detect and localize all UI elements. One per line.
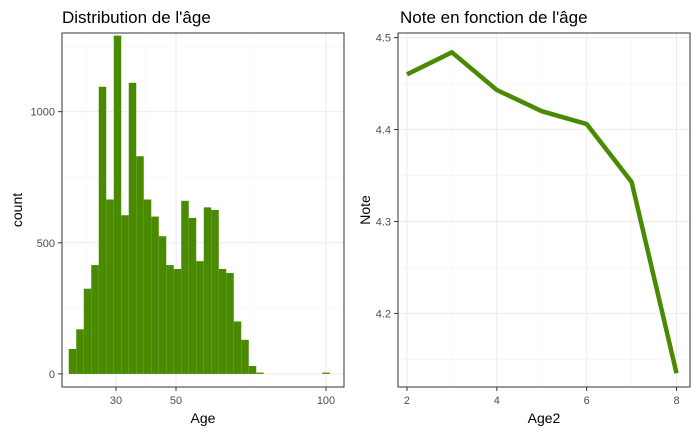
- line-x-axis-title: Age2: [528, 410, 561, 426]
- histogram-bar: [158, 236, 167, 374]
- line-x-tick-label: 8: [673, 395, 679, 407]
- histogram-bar: [151, 216, 159, 374]
- line-y-axis-title: Note: [357, 195, 373, 225]
- histogram-bar: [128, 82, 137, 374]
- histogram-bar: [121, 215, 129, 374]
- line-panel: Note en fonction de l'âge 2 4 6 8 4.2 4.3 4.4 4…: [357, 8, 691, 426]
- histogram-bar: [181, 200, 189, 374]
- histogram-bar: [76, 329, 84, 374]
- line-y-tick-label: 4.5: [376, 33, 391, 45]
- histogram-bar: [256, 372, 264, 374]
- histogram-bar: [98, 86, 107, 374]
- histogram-x-axis-title: Age: [191, 410, 216, 426]
- histogram-bar: [136, 156, 144, 374]
- line-chart-title: Note en fonction de l'âge: [400, 8, 588, 27]
- histogram-bar: [91, 265, 99, 374]
- histogram-bar: [322, 372, 330, 374]
- histogram-panel-border: [61, 32, 345, 388]
- histogram-x-tick-label: 100: [317, 395, 335, 407]
- histogram-bar: [226, 272, 234, 374]
- histogram-y-tick-label: 1000: [31, 107, 55, 119]
- histogram-bar: [218, 269, 227, 374]
- histogram-x-tick-label: 30: [110, 395, 122, 407]
- histogram-bar: [173, 269, 182, 374]
- line-y-tick-label: 4.3: [376, 216, 391, 228]
- histogram-y-axis-title: count: [9, 193, 25, 227]
- line-x-tick-label: 6: [584, 395, 590, 407]
- note-line-series: [405, 50, 679, 374]
- histogram-bar: [166, 265, 174, 374]
- histogram-title: Distribution de l'âge: [62, 8, 211, 27]
- line-x-tick-label: 2: [404, 395, 410, 407]
- line-x-tick-label: 4: [494, 395, 500, 407]
- histogram-bar: [68, 348, 77, 374]
- histogram-bars: [68, 35, 330, 374]
- line-panel-border: [397, 32, 691, 388]
- histogram-bar: [113, 35, 122, 374]
- histogram-bar: [203, 207, 212, 374]
- line-y-tick-label: 4.4: [376, 125, 391, 137]
- histogram-bar: [188, 217, 197, 374]
- histogram-bar: [106, 199, 114, 374]
- line-grid: [398, 33, 690, 387]
- histogram-bar: [143, 199, 152, 374]
- histogram-x-tick-label: 50: [170, 395, 182, 407]
- line-plot-area: [398, 33, 690, 387]
- histogram-bar: [233, 321, 242, 374]
- histogram-bar: [196, 261, 204, 374]
- histogram-y-tick-label: 0: [49, 369, 55, 381]
- histogram-bar: [241, 339, 249, 374]
- histogram-y-tick-label: 500: [37, 238, 55, 250]
- histogram-bar: [248, 366, 257, 374]
- line-y-tick-label: 4.2: [376, 308, 391, 320]
- histogram-bar: [83, 288, 92, 374]
- line-ticks: 2 4 6 8 4.2 4.3 4.4 4.5: [376, 33, 680, 407]
- line-series-group: [405, 50, 679, 374]
- histogram-bar: [211, 210, 219, 374]
